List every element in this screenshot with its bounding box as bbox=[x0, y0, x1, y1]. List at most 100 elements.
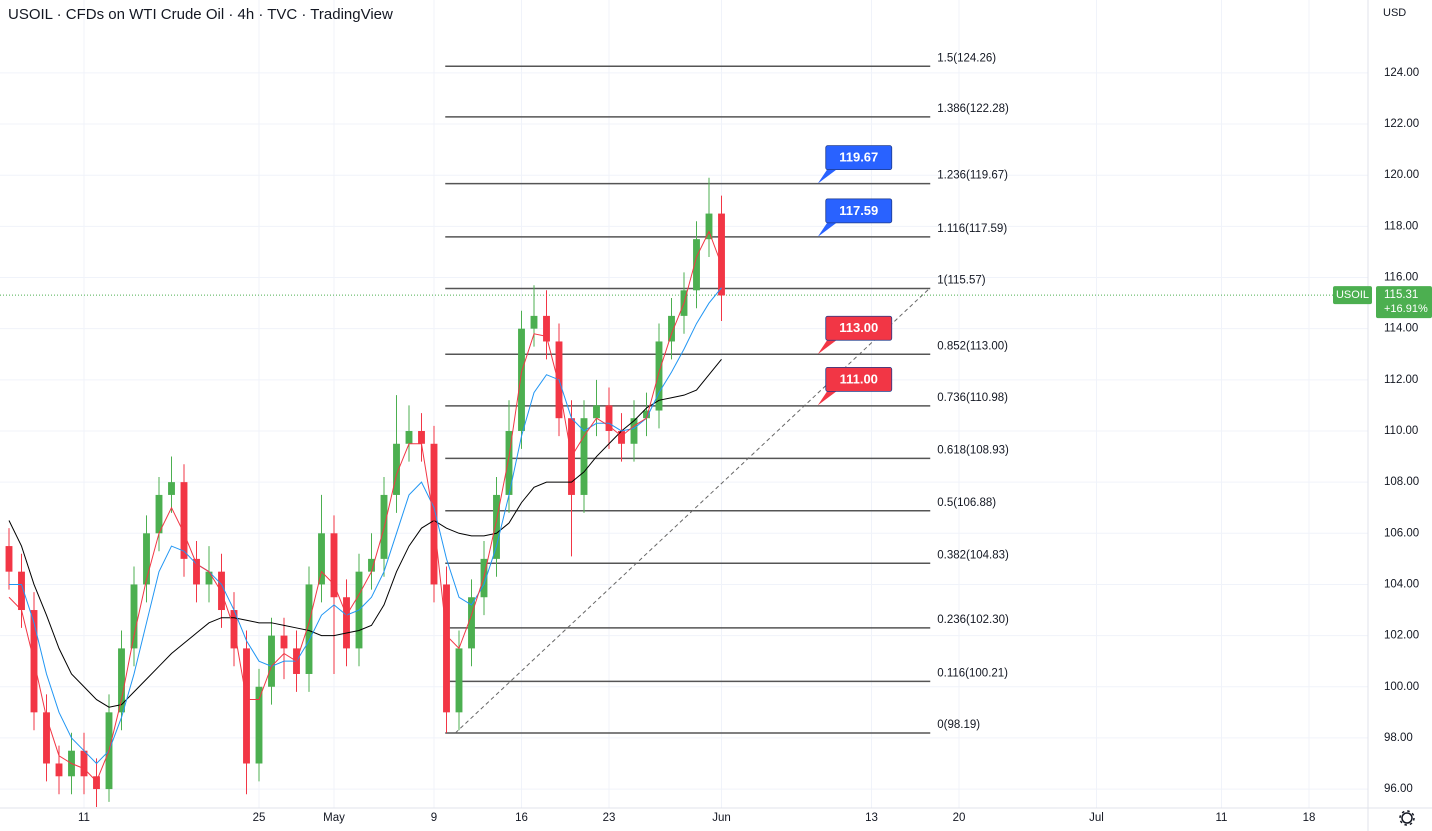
y-tick-label: 100.00 bbox=[1384, 681, 1419, 693]
x-tick-label: 9 bbox=[431, 812, 437, 824]
callout-label: 113.00 bbox=[839, 320, 878, 335]
callout-pointer bbox=[817, 165, 842, 184]
moving-average bbox=[8, 230, 722, 783]
candle-body bbox=[205, 571, 213, 585]
y-tick-label: 96.00 bbox=[1384, 783, 1413, 795]
axes: 96.00 98.00 100.00 102.00 104.00 106.00 108.00… bbox=[78, 67, 1419, 824]
symbol-tag-label: USOIL bbox=[1336, 289, 1369, 301]
candle-body bbox=[418, 430, 425, 444]
fib-level-label: 0.116(100.21) bbox=[937, 667, 1008, 679]
x-tick-label: 16 bbox=[515, 812, 528, 824]
candle-body bbox=[168, 482, 175, 495]
gear-teeth bbox=[1399, 810, 1415, 826]
candle-body bbox=[718, 213, 725, 296]
y-tick-label: 120.00 bbox=[1384, 169, 1419, 181]
price-tag-label: 115.31 bbox=[1384, 289, 1418, 301]
callout-box bbox=[825, 198, 893, 224]
candle-body bbox=[80, 750, 88, 777]
moving-average bbox=[9, 287, 722, 765]
fib-level-label: 0.618(108.93) bbox=[937, 444, 1009, 456]
candle-body bbox=[668, 315, 675, 342]
candle-body bbox=[280, 635, 288, 649]
candle-body bbox=[155, 494, 163, 534]
fib-level-label: 0.236(102.30) bbox=[937, 614, 1009, 626]
candle-body bbox=[5, 546, 13, 572]
callout-box bbox=[825, 315, 893, 341]
fib-level-label: 1.386(122.28) bbox=[937, 103, 1009, 115]
candle-body bbox=[243, 648, 250, 764]
candle-body bbox=[468, 597, 475, 649]
callout-pointer bbox=[817, 387, 842, 406]
candle-body bbox=[443, 584, 450, 713]
candle-body bbox=[55, 763, 63, 777]
currency-label[interactable]: USD bbox=[1383, 7, 1406, 19]
y-tick-label: 108.00 bbox=[1384, 476, 1419, 488]
x-tick-label: 25 bbox=[253, 812, 266, 824]
fib-level-label: 1.236(119.67) bbox=[937, 170, 1008, 182]
candle-body bbox=[405, 430, 413, 444]
y-tick-label: 104.00 bbox=[1384, 578, 1419, 590]
candle-body bbox=[268, 635, 275, 687]
grid bbox=[0, 0, 1368, 808]
settings-icon[interactable] bbox=[1399, 810, 1415, 826]
candle-body bbox=[655, 341, 663, 411]
fib-level-label: 0.5(106.88) bbox=[937, 497, 996, 509]
y-tick-label: 110.00 bbox=[1384, 425, 1418, 437]
callout-label: 119.67 bbox=[839, 150, 878, 165]
fib-level-label: 0.736(110.98) bbox=[937, 392, 1008, 404]
candle-body bbox=[580, 418, 588, 495]
fib-level-label: 1(115.57) bbox=[937, 275, 986, 287]
callout-label: 111.00 bbox=[840, 371, 878, 386]
x-tick-label: 11 bbox=[78, 812, 90, 824]
fib-level-label: 0.382(104.83) bbox=[937, 549, 1009, 561]
moving-average bbox=[8, 359, 722, 708]
candle-body bbox=[118, 648, 125, 713]
candle-body bbox=[130, 584, 138, 649]
change-tag-label: +16.91% bbox=[1384, 303, 1428, 315]
candle-body bbox=[143, 533, 150, 585]
candle-body bbox=[593, 405, 600, 419]
candle-body bbox=[705, 213, 713, 240]
y-tick-label: 116.00 bbox=[1384, 272, 1418, 284]
y-tick-label: 112.00 bbox=[1384, 374, 1418, 386]
candle-body bbox=[543, 315, 550, 342]
candle-body bbox=[368, 558, 375, 572]
callout-box bbox=[825, 367, 893, 392]
y-tick-label: 124.00 bbox=[1384, 67, 1419, 79]
fib-level-label: 0(98.19) bbox=[937, 719, 980, 731]
symbol-tag bbox=[1333, 286, 1372, 305]
x-tick-label: May bbox=[323, 812, 345, 824]
callout-box bbox=[825, 145, 893, 171]
candle-body bbox=[630, 418, 638, 444]
candle-body bbox=[18, 571, 25, 611]
candle-body bbox=[93, 776, 100, 790]
candle-body bbox=[430, 443, 438, 585]
x-tick-label: 13 bbox=[865, 812, 878, 824]
candle-body bbox=[393, 443, 400, 495]
trendline bbox=[454, 287, 931, 734]
candle-body bbox=[505, 430, 513, 495]
y-tick-label: 122.00 bbox=[1384, 118, 1419, 130]
candle-body bbox=[305, 584, 313, 674]
candle-body bbox=[605, 405, 613, 431]
fib-level-label: 0.852(113.00) bbox=[937, 340, 1008, 352]
candle-body bbox=[493, 494, 500, 559]
fib-level-label: 1.116(117.59) bbox=[937, 223, 1007, 235]
x-tick-label: 18 bbox=[1303, 812, 1316, 824]
y-tick-label: 102.00 bbox=[1384, 630, 1419, 642]
candle-body bbox=[193, 558, 200, 585]
candle-body bbox=[530, 315, 538, 329]
candle-body bbox=[330, 533, 338, 598]
candle-body bbox=[43, 712, 50, 764]
y-tick-label: 106.00 bbox=[1384, 527, 1419, 539]
x-tick-label: 23 bbox=[603, 812, 616, 824]
callout-pointer bbox=[817, 218, 842, 237]
candle-body bbox=[618, 430, 625, 444]
x-tick-label: Jul bbox=[1089, 812, 1104, 824]
plot-area: 1.5(124.26) 1.386(122.28) 1.236(119.67) 1.1… bbox=[0, 52, 1368, 807]
candle-body bbox=[218, 571, 225, 611]
candle-body bbox=[643, 410, 650, 419]
x-tick-label: Jun bbox=[712, 812, 731, 824]
candle-body bbox=[180, 482, 188, 559]
